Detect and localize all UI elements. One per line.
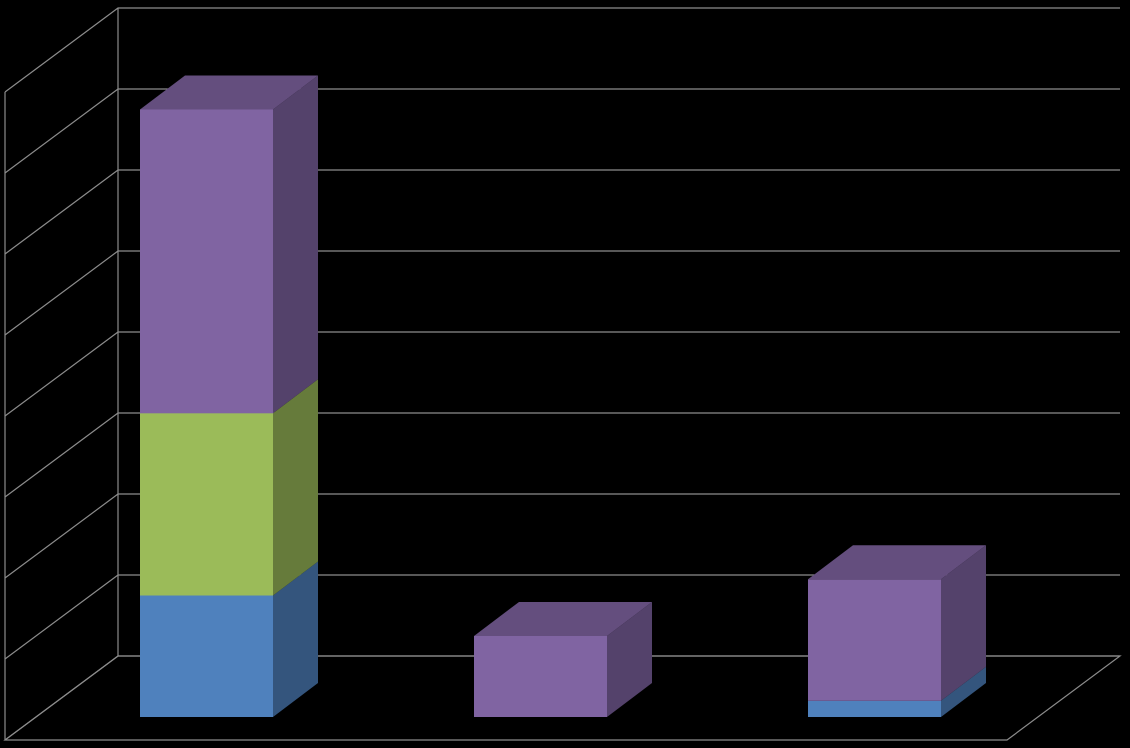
bar-side <box>273 379 318 596</box>
grid-line <box>4 250 1120 336</box>
grid-line <box>4 412 1120 498</box>
grid-line <box>4 7 1120 93</box>
bar-side <box>273 561 318 717</box>
grid-line <box>4 574 1120 660</box>
grid-line <box>4 331 1120 417</box>
bar-side <box>607 602 652 717</box>
bar-front <box>808 579 941 701</box>
bar-side <box>941 666 986 717</box>
bar-top <box>140 75 318 110</box>
bar-front <box>808 700 941 717</box>
grid-line <box>4 493 1120 579</box>
bar-front <box>140 413 273 596</box>
bar-front <box>140 109 273 414</box>
bar-top <box>474 602 652 636</box>
bar-side <box>941 545 986 701</box>
bar-top <box>808 545 986 580</box>
bar-front <box>140 595 273 717</box>
bar-front <box>474 636 607 717</box>
grid-line <box>4 655 1120 741</box>
bar-side <box>273 75 318 414</box>
grid-line <box>4 88 1120 174</box>
grid-line <box>4 169 1120 255</box>
